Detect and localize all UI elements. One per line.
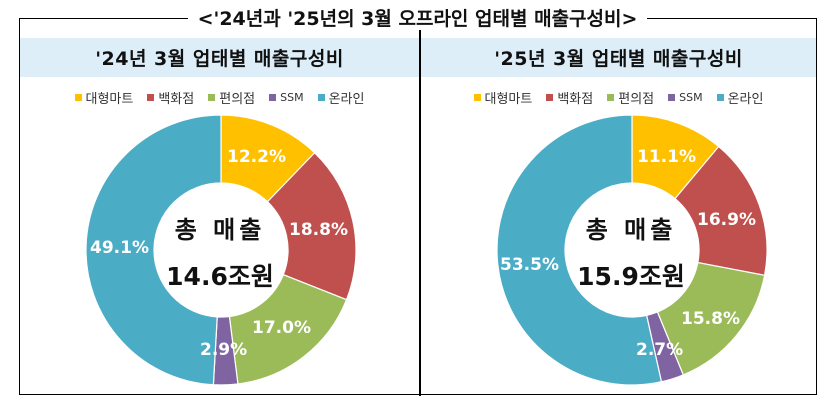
total-sales-value: 14.6조원 [166, 262, 274, 291]
label-convenience-store: 15.8% [681, 309, 740, 329]
panel-header: '25년 3월 업태별 매출구성비 [421, 38, 816, 77]
donut-chart-2024 [85, 114, 357, 386]
legend-item-ssm: SSM [269, 88, 304, 107]
legend-label: 온라인 [328, 92, 365, 107]
swatch-icon [269, 94, 277, 101]
legend-label: 온라인 [727, 92, 764, 107]
legend-item-hypermarket: 대형마트 [473, 88, 533, 107]
swatch-icon [668, 94, 676, 101]
legend-label: 편의점 [618, 92, 655, 107]
swatch-icon [147, 94, 155, 101]
label-ssm: 2.9% [200, 340, 248, 360]
label-online: 49.1% [90, 238, 149, 258]
swatch-icon [607, 94, 615, 101]
total-sales-value: 15.9조원 [577, 262, 685, 291]
donut-slice [496, 114, 663, 386]
panel-divider [419, 18, 421, 396]
swatch-icon [716, 94, 724, 101]
center-label: 총 매출 [585, 216, 677, 244]
donut-chart-2025 [496, 114, 768, 386]
legend-item-convenience-store: 편의점 [607, 88, 654, 107]
label-department-store: 16.9% [697, 210, 756, 230]
legend-label: 편의점 [219, 92, 256, 107]
legend-item-department-store: 백화점 [546, 88, 593, 107]
donut-center-2025: 총 매출 15.9조원 [571, 210, 691, 293]
donut-slice [266, 151, 357, 301]
legend-item-ssm: SSM [668, 88, 703, 107]
legend: 대형마트 백화점 편의점 SSM 온라인 [421, 88, 816, 107]
label-convenience-store: 17.0% [252, 318, 311, 338]
legend-item-online: 온라인 [317, 88, 365, 107]
main-title-text: <'24년과 '25년의 3월 오프라인 업태별 매출구성비> [187, 8, 648, 30]
label-online: 53.5% [500, 255, 559, 275]
main-title: <'24년과 '25년의 3월 오프라인 업태별 매출구성비> [0, 4, 835, 31]
legend-label: 백화점 [557, 92, 594, 107]
legend-item-online: 온라인 [716, 88, 764, 107]
donut-slice [85, 114, 222, 386]
center-label: 총 매출 [174, 216, 266, 244]
swatch-icon [208, 94, 216, 101]
swatch-icon [546, 94, 554, 101]
legend-label: SSM [679, 91, 703, 104]
donut-center-2024: 총 매출 14.6조원 [160, 210, 280, 293]
chart-panel-2025: '25년 3월 업태별 매출구성비 대형마트 백화점 편의점 SSM 온라인 [421, 19, 816, 395]
legend-label: 대형마트 [85, 92, 134, 107]
legend-item-convenience-store: 편의점 [208, 88, 255, 107]
legend-label: 대형마트 [484, 92, 533, 107]
legend: 대형마트 백화점 편의점 SSM 온라인 [20, 88, 419, 107]
swatch-icon [473, 94, 481, 101]
swatch-icon [74, 94, 82, 101]
panel-header: '24년 3월 업태별 매출구성비 [20, 38, 419, 77]
legend-item-hypermarket: 대형마트 [74, 88, 134, 107]
label-department-store: 18.8% [289, 220, 348, 240]
label-hypermarket: 12.2% [227, 147, 286, 167]
label-ssm: 2.7% [636, 340, 684, 360]
chart-panel-2024: '24년 3월 업태별 매출구성비 대형마트 백화점 편의점 SSM 온라인 [20, 19, 419, 395]
label-hypermarket: 11.1% [637, 147, 696, 167]
legend-label: SSM [280, 91, 304, 104]
swatch-icon [317, 94, 325, 101]
legend-label: 백화점 [158, 92, 195, 107]
legend-item-department-store: 백화점 [147, 88, 194, 107]
